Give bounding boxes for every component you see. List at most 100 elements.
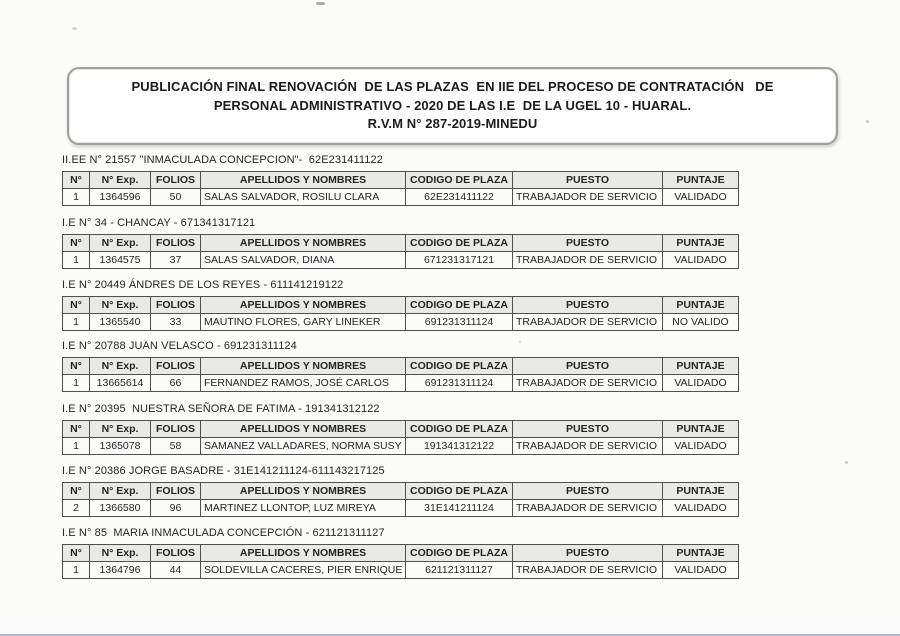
cell-folios: 96 — [150, 499, 201, 517]
cell-puntaje: VALIDADO — [662, 188, 739, 206]
header-row: N° N° Exp. FOLIOS APELLIDOS Y NOMBRES CODIGO… — [62, 420, 739, 438]
scan-artifact — [519, 341, 521, 343]
column-header: N° Exp. — [89, 296, 151, 314]
column-header: CODIGO DE PLAZA — [405, 296, 513, 314]
column-header: APELLIDOS Y NOMBRES — [200, 482, 406, 500]
table-row: 1 13665614 66 FERNANDEZ RAMOS, JOSÉ CARLOS 6… — [62, 374, 739, 392]
cell-codigo: 621121311127 — [405, 561, 513, 579]
column-header: CODIGO DE PLAZA — [405, 544, 513, 562]
cell-num: 1 — [62, 437, 90, 455]
cell-exp: 13665614 — [89, 374, 151, 392]
column-header: PUNTAJE — [662, 296, 739, 314]
cell-exp: 1365078 — [89, 437, 151, 455]
results-table: N° N° Exp. FOLIOS APELLIDOS Y NOMBRES CODIGO… — [62, 420, 739, 455]
column-header: N° — [62, 420, 90, 438]
column-header: N° Exp. — [89, 420, 151, 438]
header-row: N° N° Exp. FOLIOS APELLIDOS Y NOMBRES CODIGO… — [62, 544, 739, 562]
cell-folios: 44 — [150, 561, 201, 579]
cell-exp: 1364575 — [89, 251, 151, 269]
column-header: N° — [62, 296, 90, 314]
school-section: I.E N° 20449 ÁNDRES DE LOS REYES - 61114… — [62, 279, 739, 331]
cell-nombres: SALAS SALVADOR, DIANA — [200, 251, 406, 269]
column-header: APELLIDOS Y NOMBRES — [200, 420, 406, 438]
document-title-box: PUBLICACIÓN FINAL RENOVACIÓN DE LAS PLAZ… — [67, 67, 838, 145]
column-header: APELLIDOS Y NOMBRES — [200, 234, 406, 252]
cell-codigo: 62E231411122 — [405, 188, 513, 206]
column-header: PUESTO — [512, 296, 663, 314]
cell-puntaje: VALIDADO — [662, 251, 739, 269]
cell-codigo: 31E141211124 — [405, 499, 513, 517]
scan-artifact — [866, 120, 869, 123]
cell-num: 1 — [62, 313, 90, 331]
cell-num: 1 — [62, 561, 90, 579]
column-header: APELLIDOS Y NOMBRES — [200, 171, 406, 189]
cell-exp: 1364796 — [89, 561, 151, 579]
cell-puesto: TRABAJADOR DE SERVICIO — [512, 188, 663, 206]
table-row: 2 1366580 96 MARTINEZ LLONTOP, LUZ MIREYA 31… — [62, 499, 739, 517]
cell-folios: 37 — [150, 251, 201, 269]
results-table: N° N° Exp. FOLIOS APELLIDOS Y NOMBRES CODIGO… — [62, 171, 739, 206]
school-section: I.E N° 20395 NUESTRA SEÑORA DE FATIMA - … — [62, 403, 739, 455]
table-row: 1 1365078 58 SAMANEZ VALLADARES, NORMA SUSY… — [62, 437, 739, 455]
column-header: PUNTAJE — [662, 420, 739, 438]
school-heading: I.E N° 20788 JUAN VELASCO - 691231311124 — [62, 340, 297, 352]
column-header: N° Exp. — [89, 544, 151, 562]
school-heading: I.E N° 20386 JORGE BASADRE - 31E14121112… — [62, 465, 385, 477]
cell-codigo: 691231311124 — [405, 374, 513, 392]
cell-nombres: MAUTINO FLORES, GARY LINEKER — [200, 313, 406, 331]
cell-puesto: TRABAJADOR DE SERVICIO — [512, 251, 663, 269]
column-header: CODIGO DE PLAZA — [405, 482, 513, 500]
column-header: APELLIDOS Y NOMBRES — [200, 544, 406, 562]
cell-folios: 50 — [150, 188, 201, 206]
results-table: N° N° Exp. FOLIOS APELLIDOS Y NOMBRES CODIGO… — [62, 357, 739, 392]
column-header: APELLIDOS Y NOMBRES — [200, 357, 406, 375]
scan-artifact — [316, 2, 325, 5]
column-header: PUESTO — [512, 234, 663, 252]
header-row: N° N° Exp. FOLIOS APELLIDOS Y NOMBRES CODIGO… — [62, 234, 739, 252]
school-section: I.E N° 85 MARIA INMACULADA CONCEPCIÓN - … — [62, 527, 739, 579]
school-section: I.E N° 20788 JUAN VELASCO - 691231311124… — [62, 340, 739, 392]
header-row: N° N° Exp. FOLIOS APELLIDOS Y NOMBRES CODIGO… — [62, 171, 739, 189]
column-header: FOLIOS — [150, 296, 201, 314]
cell-puntaje: VALIDADO — [662, 374, 739, 392]
column-header: N° — [62, 482, 90, 500]
column-header: PUNTAJE — [662, 482, 739, 500]
column-header: N° — [62, 171, 90, 189]
cell-folios: 33 — [150, 313, 201, 331]
column-header: FOLIOS — [150, 420, 201, 438]
table-row: 1 1364575 37 SALAS SALVADOR, DIANA 671231317… — [62, 251, 739, 269]
column-header: N° — [62, 357, 90, 375]
column-header: PUNTAJE — [662, 234, 739, 252]
cell-folios: 58 — [150, 437, 201, 455]
column-header: FOLIOS — [150, 357, 201, 375]
page-bottom-rule — [0, 634, 900, 636]
results-table: N° N° Exp. FOLIOS APELLIDOS Y NOMBRES CODIGO… — [62, 296, 739, 331]
header-row: N° N° Exp. FOLIOS APELLIDOS Y NOMBRES CODIGO… — [62, 357, 739, 375]
cell-num: 1 — [62, 251, 90, 269]
column-header: CODIGO DE PLAZA — [405, 234, 513, 252]
cell-codigo: 671231317121 — [405, 251, 513, 269]
cell-puntaje: NO VALIDO — [662, 313, 739, 331]
table-row: 1 1365540 33 MAUTINO FLORES, GARY LINEKER 69… — [62, 313, 739, 331]
cell-nombres: MARTINEZ LLONTOP, LUZ MIREYA — [200, 499, 406, 517]
column-header: PUESTO — [512, 420, 663, 438]
cell-exp: 1364596 — [89, 188, 151, 206]
column-header: N° Exp. — [89, 171, 151, 189]
school-heading: I.E N° 20395 NUESTRA SEÑORA DE FATIMA - … — [62, 403, 380, 415]
school-section: I.E N° 34 - CHANCAY - 671341317121 N° N° E… — [62, 217, 739, 269]
school-heading: I.E N° 85 MARIA INMACULADA CONCEPCIÓN - … — [62, 527, 385, 539]
cell-puntaje: VALIDADO — [662, 561, 739, 579]
cell-puntaje: VALIDADO — [662, 437, 739, 455]
cell-nombres: FERNANDEZ RAMOS, JOSÉ CARLOS — [200, 374, 406, 392]
column-header: N° Exp. — [89, 357, 151, 375]
scan-artifact — [72, 27, 77, 30]
column-header: FOLIOS — [150, 171, 201, 189]
header-row: N° N° Exp. FOLIOS APELLIDOS Y NOMBRES CODIGO… — [62, 482, 739, 500]
results-table: N° N° Exp. FOLIOS APELLIDOS Y NOMBRES CODIGO… — [62, 544, 739, 579]
column-header: N° Exp. — [89, 234, 151, 252]
column-header: FOLIOS — [150, 482, 201, 500]
cell-codigo: 691231311124 — [405, 313, 513, 331]
table-row: 1 1364596 50 SALAS SALVADOR, ROSILU CLARA 62… — [62, 188, 739, 206]
table-row: 1 1364796 44 SOLDEVILLA CACERES, PIER ENRIQ… — [62, 561, 739, 579]
scan-artifact — [845, 461, 848, 464]
